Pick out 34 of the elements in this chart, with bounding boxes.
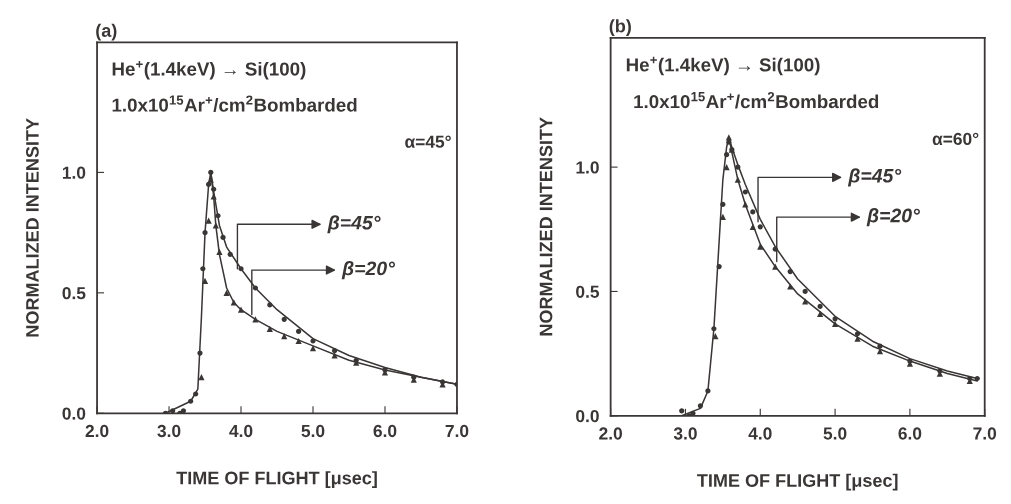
x-tick-label: 2.0 xyxy=(85,424,109,438)
annotation: β=45° xyxy=(327,215,381,234)
x-tick-label: 2.0 xyxy=(599,427,622,440)
annotation: β=45° xyxy=(847,168,902,187)
x-tick-label: 4.0 xyxy=(229,424,253,438)
x-tick-label: 3.0 xyxy=(673,427,697,440)
x-tick-label: 7.0 xyxy=(973,427,997,440)
annotation: α=45° xyxy=(405,135,451,148)
x-tick-label: 6.0 xyxy=(898,427,922,440)
y-tick-label: 0.5 xyxy=(576,285,600,298)
x-tick-label: 3.0 xyxy=(157,424,181,438)
x-tick-label: 5.0 xyxy=(301,424,325,438)
x-tick-label: 5.0 xyxy=(823,427,847,440)
y-tick-label: 1.0 xyxy=(576,161,599,174)
annotation: β=20° xyxy=(341,261,396,280)
annotation: He$^{+}$(1.4keV) → Si(100) xyxy=(626,56,820,76)
x-axis-title: TIME OF FLIGHT [μsec] xyxy=(697,473,898,491)
x-tick-label: 7.0 xyxy=(445,424,469,438)
x-tick-label: 6.0 xyxy=(373,424,397,438)
annotation: 1.0x10$^{15}$Ar$^{+}$/cm$^{2}$Bombarded xyxy=(112,95,357,112)
annotation: α=60° xyxy=(932,132,979,146)
y-tick-label: 0.5 xyxy=(62,287,86,300)
y-tick-label: 0.0 xyxy=(62,407,86,420)
y-tick-label: 1.0 xyxy=(62,166,86,179)
y-axis-title: NORMALIZED INTENSITY xyxy=(26,118,39,337)
y-tick-label: 0.0 xyxy=(576,409,599,423)
annotation: 1.0x10$^{15}$Ar$^{+}$/cm$^{2}$Bombarded xyxy=(634,91,879,109)
chart-title: (b) xyxy=(609,19,631,36)
chart-title: (a) xyxy=(96,23,117,41)
annotation: β=20° xyxy=(866,208,920,227)
y-axis-title: NORMALIZED INTENSITY xyxy=(539,117,553,336)
annotation: He$^{+}$(1.4keV) → Si(100) xyxy=(112,60,306,80)
x-tick-label: 4.0 xyxy=(748,427,772,440)
x-axis-title: TIME OF FLIGHT [μsec] xyxy=(176,471,377,488)
